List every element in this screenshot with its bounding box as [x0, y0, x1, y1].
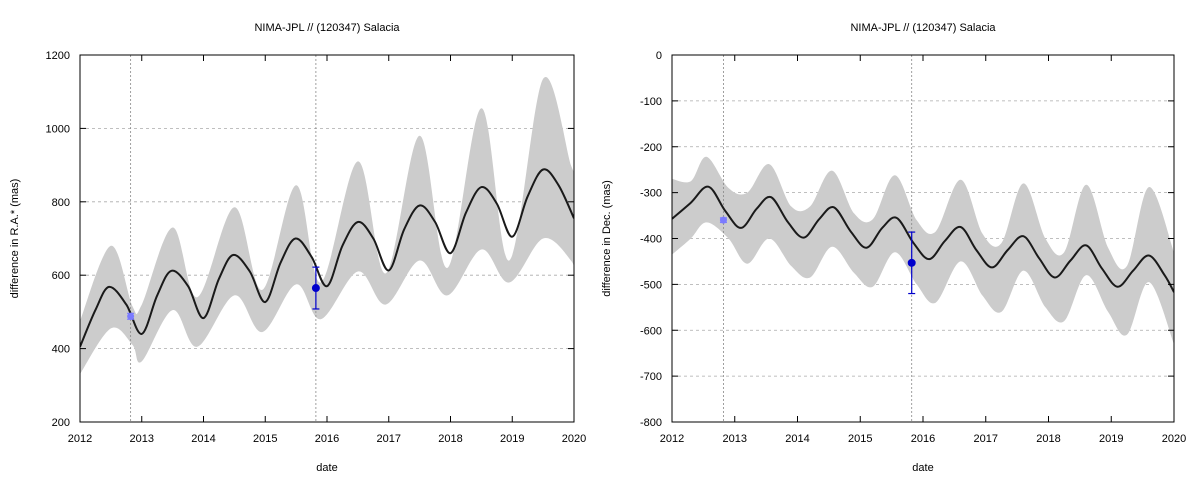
y-tick-label: 1000: [46, 123, 70, 135]
x-tick-label: 2018: [438, 433, 462, 445]
y-tick-label: 400: [52, 344, 70, 356]
x-tick-label: 2018: [1036, 433, 1060, 445]
y-tick-label: -100: [640, 96, 662, 108]
data-point: [907, 258, 916, 267]
x-axis-label: date: [912, 462, 933, 474]
chart-panel-2: 2012 2013 2014 2015 2016 2017 2018 2019 2020 0 -10…: [601, 22, 1186, 474]
y-tick-label: -600: [640, 325, 662, 337]
data-point: [311, 284, 320, 293]
y-tick-label: 200: [52, 417, 70, 429]
x-tick-label: 2016: [315, 433, 339, 445]
plot-area: [672, 55, 1174, 422]
x-tick-label: 2012: [660, 433, 684, 445]
y-tick-label: -200: [640, 142, 662, 154]
x-tick-label: 2017: [377, 433, 401, 445]
x-tick-label: 2013: [130, 433, 154, 445]
y-tick-label: 0: [656, 50, 662, 62]
x-tick-label: 2020: [562, 433, 586, 445]
y-tick-label: -400: [640, 234, 662, 246]
plot-area: [80, 55, 574, 422]
y-tick-label: -700: [640, 371, 662, 383]
y-tick-label: 800: [52, 197, 70, 209]
x-tick-label: 2014: [191, 433, 215, 445]
x-tick-label: 2016: [911, 433, 935, 445]
x-tick-label: 2019: [500, 433, 524, 445]
x-tick-label: 2015: [253, 433, 277, 445]
x-tick-label: 2020: [1162, 433, 1186, 445]
x-tick-label: 2014: [785, 433, 809, 445]
x-axis-label: date: [316, 462, 337, 474]
y-axis-label: difference in Dec. (mas): [601, 180, 613, 297]
y-tick-label: -800: [640, 417, 662, 429]
offset-curve: [80, 168, 574, 348]
y-tick-label: 600: [52, 270, 70, 282]
offset-curve: [672, 185, 1174, 293]
y-tick-label: -500: [640, 279, 662, 291]
chart-title: NIMA-JPL // (120347) Salacia: [254, 22, 400, 34]
data-point: [127, 312, 135, 320]
y-tick-label: 1200: [46, 50, 70, 62]
x-tick-label: 2015: [848, 433, 872, 445]
uncertainty-band: [80, 76, 574, 375]
x-tick-label: 2012: [68, 433, 92, 445]
data-point: [719, 216, 727, 224]
x-tick-label: 2013: [723, 433, 747, 445]
x-tick-label: 2017: [974, 433, 998, 445]
y-axis-label: difference in R.A.* (mas): [9, 179, 21, 299]
y-tick-label: -300: [640, 188, 662, 200]
uncertainty-band: [672, 156, 1174, 344]
chart-panel-1: 2012 2013 2014 2015 2016 2017 2018 2019 2020 200 4…: [9, 22, 586, 474]
chart-title: NIMA-JPL // (120347) Salacia: [850, 22, 996, 34]
x-tick-label: 2019: [1099, 433, 1123, 445]
